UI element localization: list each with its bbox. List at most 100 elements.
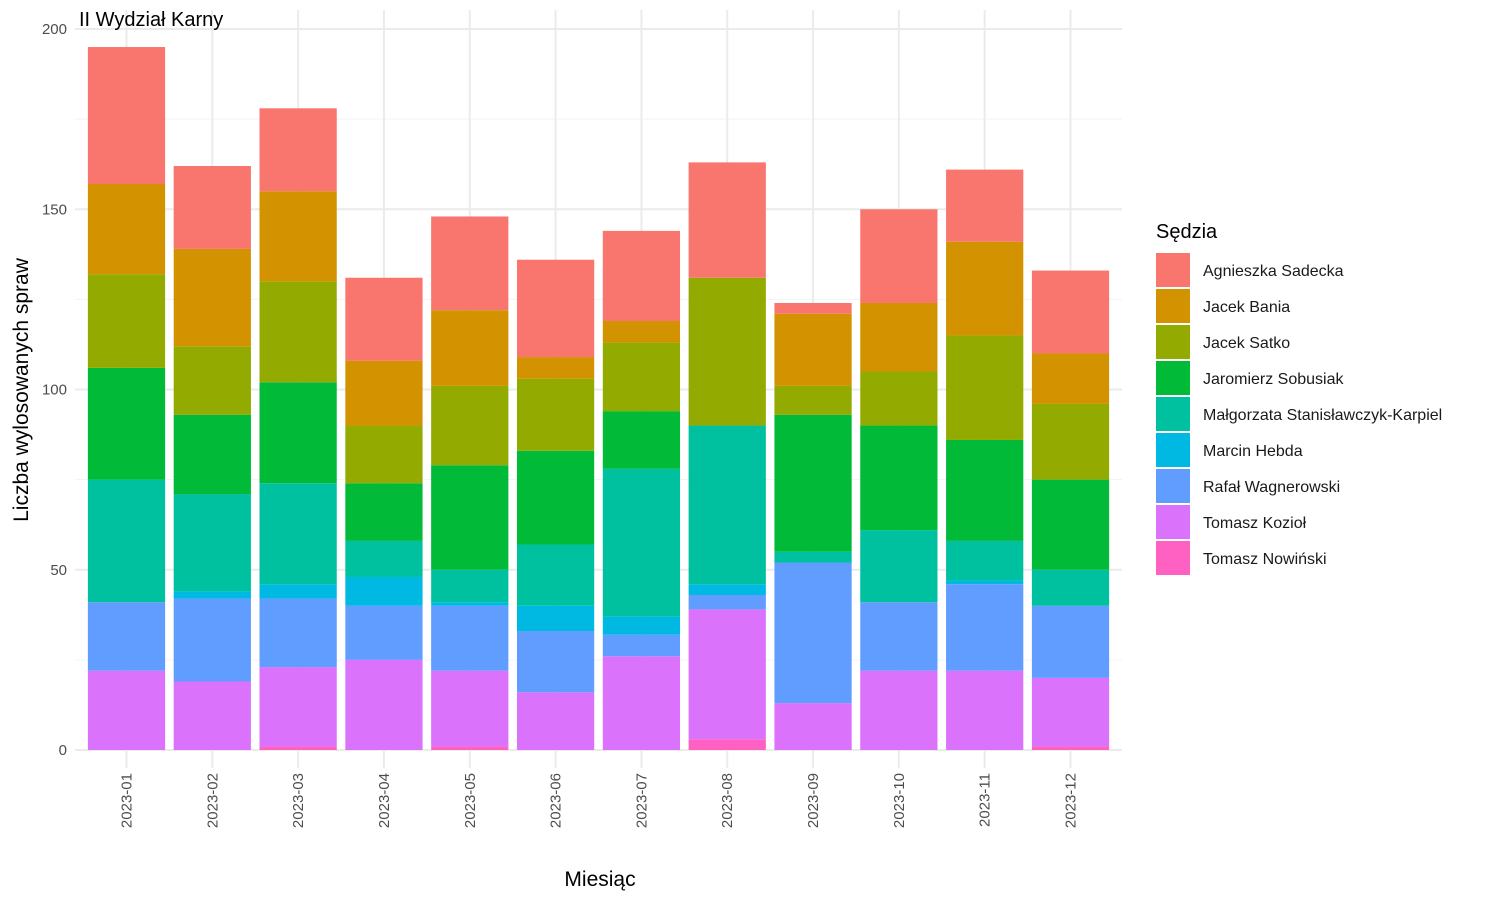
x-tick-label: 2023-06 <box>548 773 565 828</box>
bar-segment <box>602 411 681 469</box>
y-axis-ticks: 0 50 100 150 200 <box>42 21 67 759</box>
bar-segment <box>1031 605 1110 678</box>
bar-segment <box>345 425 423 484</box>
bar-segment <box>774 703 852 750</box>
legend-label: Jaromierz Sobusiak <box>1203 371 1345 388</box>
legend-swatch <box>1156 361 1190 395</box>
bar-segment <box>774 414 852 552</box>
bar-segment <box>1031 479 1110 570</box>
y-tick-label: 150 <box>42 201 67 218</box>
bar-segment <box>688 584 766 595</box>
legend-swatch <box>1156 325 1190 359</box>
bar-segment <box>688 425 766 585</box>
bar-segment <box>602 616 681 635</box>
x-tick-label: 2023-03 <box>290 773 307 828</box>
bar-segment <box>87 670 166 750</box>
bar-segment <box>516 692 595 750</box>
bar-segment <box>516 357 595 379</box>
legend-title: Sędzia <box>1156 221 1218 243</box>
legend-swatch <box>1156 469 1190 503</box>
legend-label: Tomasz Nowiński <box>1203 551 1327 568</box>
bar-segment <box>431 569 509 603</box>
bar-segment <box>602 230 681 322</box>
y-tick-label: 200 <box>42 21 67 38</box>
bar-segment <box>946 169 1024 242</box>
bar-segment <box>431 465 509 570</box>
bar-segment <box>860 209 938 303</box>
bar-segment <box>774 562 852 704</box>
legend-label: Jacek Satko <box>1203 335 1290 352</box>
x-axis-ticks: 2023-01 2023-02 2023-03 2023-04 2023-05 2023-… <box>118 773 1079 828</box>
bar-segment <box>1031 677 1110 747</box>
bar-segment <box>1031 569 1110 606</box>
bar-segment <box>87 274 166 368</box>
bar-segment <box>173 591 251 599</box>
bar-segment <box>431 385 509 466</box>
bar-segment <box>688 609 766 740</box>
bar-segment <box>259 281 337 383</box>
bar-segment <box>1031 270 1110 354</box>
bar-segment <box>516 631 595 693</box>
bar-segment <box>946 584 1024 671</box>
bar-segment <box>688 277 766 426</box>
bar-segment <box>259 483 337 585</box>
bar-segment <box>173 598 251 682</box>
bar-segment <box>946 540 1024 581</box>
bar-segment <box>431 310 509 386</box>
legend-label: Tomasz Kozioł <box>1203 515 1307 532</box>
bar-segment <box>87 184 166 275</box>
bar-segment <box>259 382 337 484</box>
bar-segment <box>602 321 681 343</box>
bar-segment <box>1031 746 1110 750</box>
bar-segment <box>173 681 251 750</box>
bar-segment <box>87 602 166 671</box>
bar-segment <box>516 259 595 358</box>
bar-segment <box>860 371 938 426</box>
bars <box>87 47 1110 750</box>
bar-segment <box>860 602 938 671</box>
legend-swatch <box>1156 541 1190 575</box>
bar-segment <box>516 605 595 632</box>
bar-segment <box>946 241 1024 336</box>
y-tick-label: 50 <box>50 562 67 579</box>
bar-segment <box>516 378 595 451</box>
y-tick-label: 100 <box>42 382 67 399</box>
x-tick-label: 2023-07 <box>633 773 650 828</box>
bar-segment <box>431 670 509 747</box>
legend-label: Małgorzata Stanisławczyk-Karpiel <box>1203 407 1442 424</box>
legend-label: Marcin Hebda <box>1203 443 1303 460</box>
bar-segment <box>860 425 938 531</box>
x-tick-label: 2023-02 <box>204 773 221 828</box>
bar-segment <box>259 108 337 192</box>
legend-swatch <box>1156 505 1190 539</box>
legend-label: Agnieszka Sadecka <box>1203 263 1344 280</box>
bar-segment <box>345 483 423 541</box>
x-tick-label: 2023-08 <box>719 773 736 828</box>
bar-segment <box>345 659 423 750</box>
bar-segment <box>345 540 423 577</box>
bar-segment <box>602 656 681 750</box>
x-tick-label: 2023-01 <box>118 773 135 828</box>
legend-label: Jacek Bania <box>1203 299 1290 316</box>
bar-segment <box>774 551 852 563</box>
bar-segment <box>345 576 423 606</box>
bar-segment <box>87 367 166 480</box>
bar-segment <box>431 605 509 671</box>
bar-segment <box>774 385 852 415</box>
bar-segment <box>173 414 251 495</box>
x-tick-label: 2023-11 <box>977 773 994 827</box>
y-axis-title: Liczba wylosowanych spraw <box>10 257 33 522</box>
bar-segment <box>774 313 852 386</box>
bar-segment <box>602 468 681 617</box>
chart-title: II Wydział Karny <box>79 9 223 31</box>
bar-segment <box>946 439 1024 541</box>
bar-segment <box>173 165 251 249</box>
bar-segment <box>431 746 509 750</box>
legend-label: Rafał Wagnerowski <box>1203 479 1340 496</box>
x-tick-label: 2023-09 <box>805 773 822 828</box>
bar-segment <box>1031 403 1110 480</box>
x-tick-label: 2023-12 <box>1063 773 1080 828</box>
bar-segment <box>602 634 681 657</box>
